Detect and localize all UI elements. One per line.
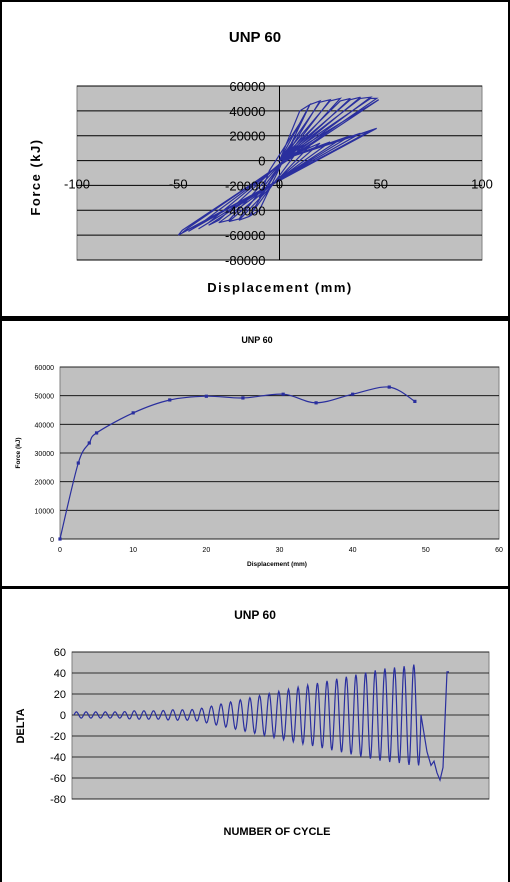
x-tick-label: 0 (276, 177, 283, 192)
y-tick-label: 60000 (35, 365, 55, 372)
y-tick-label: 10000 (35, 508, 55, 515)
y-tick-label: -20000 (225, 178, 265, 193)
data-point (351, 392, 355, 396)
data-point (204, 394, 208, 398)
y-tick-label: 50000 (35, 394, 55, 401)
data-point (387, 385, 391, 389)
x-tick-label: 10 (129, 547, 137, 554)
y-tick-label: 0 (258, 154, 265, 169)
hysteresis-chart: UNP 60 60000 40000 20000 0 -20000 -40000 -60000… (28, 29, 493, 295)
y-tick-label: 60000 (229, 79, 265, 94)
x-tick-label: -50 (169, 177, 188, 192)
chart-title: UNP 60 (241, 335, 272, 345)
y-axis-label: Force (kJ) (28, 138, 43, 215)
y-tick-label: -80000 (225, 253, 265, 268)
data-point (87, 441, 91, 445)
x-axis-label: Displacement (mm) (207, 280, 352, 295)
x-tick-label: 50 (374, 177, 388, 192)
plot-area (71, 651, 490, 800)
y-axis-label: DELTA (15, 708, 27, 743)
x-tick-label: 40 (349, 547, 357, 554)
data-point (413, 399, 417, 403)
y-tick-label: -80 (50, 794, 66, 806)
chart-title: UNP 60 (229, 29, 281, 46)
y-tick-label: 20000 (229, 129, 265, 144)
y-axis-label: Force (kJ) (15, 437, 22, 468)
series-line (73, 664, 449, 783)
y-tick-label: 20000 (35, 480, 55, 487)
x-tick-label: 60 (495, 547, 503, 554)
cycle-chart: UNP 60 60 40 20 0 -20 -40 -60 -80 NUMBER OF CYCLE… (15, 608, 490, 838)
y-tick-label: 40 (54, 668, 66, 680)
x-tick-label: 30 (276, 547, 284, 554)
y-tick-label: 40000 (35, 422, 55, 429)
data-point (168, 398, 172, 402)
x-tick-label: -100 (64, 177, 90, 192)
y-tick-label: 60 (54, 647, 66, 659)
envelope-chart: UNP 60 60000 50000 40000 30000 20000 10000 00 10… (15, 335, 503, 568)
data-point (131, 411, 135, 415)
cycle-chart-panel: UNP 60 60 40 20 0 -20 -40 -60 -80 NUMBER OF CYCLE… (0, 586, 510, 882)
envelope-chart-panel: UNP 60 60000 50000 40000 30000 20000 10000 0 0 10… (0, 318, 510, 586)
data-point (76, 461, 80, 465)
chart-title: UNP 60 (234, 608, 276, 622)
y-tick-label: -60000 (225, 228, 265, 243)
y-tick-label: -40000 (225, 203, 265, 218)
hysteresis-chart-panel: UNP 60 60000 40000 20000 0 -20000 -40000 -60000… (0, 0, 510, 318)
data-point (281, 392, 285, 396)
y-tick-label: 0 (60, 710, 66, 722)
y-tick-label: -40 (50, 752, 66, 764)
data-point (58, 537, 62, 541)
x-tick-label: 0 (58, 547, 62, 554)
data-point (94, 431, 99, 435)
x-tick-label: 100 (471, 177, 493, 192)
data-point (241, 396, 245, 400)
y-tick-label: -60 (50, 773, 66, 785)
y-tick-label: 40000 (229, 104, 265, 119)
y-tick-label: -20 (50, 731, 66, 743)
y-tick-label: 20 (54, 689, 66, 701)
series-line (177, 96, 380, 236)
x-tick-label: 50 (422, 547, 430, 554)
x-axis-label: Displacement (mm) (247, 561, 307, 568)
data-point (314, 401, 318, 405)
y-tick-label: 30000 (35, 451, 55, 458)
x-tick-label: 20 (202, 547, 210, 554)
y-tick-label: 0 (50, 537, 54, 544)
x-axis-label: NUMBER OF CYCLE (224, 826, 331, 838)
